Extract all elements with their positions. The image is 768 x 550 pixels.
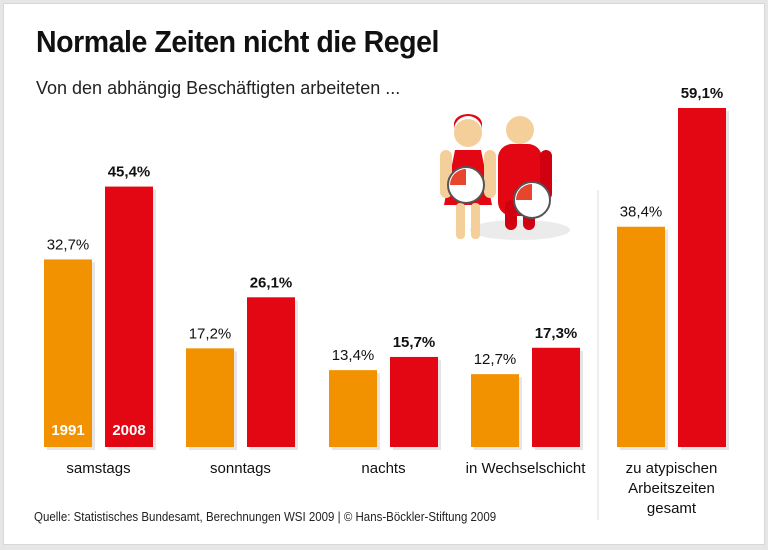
bar-1991	[617, 226, 665, 447]
data-label: 26,1%	[250, 274, 293, 291]
bar-2008	[105, 186, 153, 448]
data-label: 13,4%	[332, 347, 375, 364]
data-label: 32,7%	[47, 236, 90, 253]
bar-2008	[247, 297, 295, 447]
bar-1991	[186, 348, 234, 447]
legend-label-2008: 2008	[112, 422, 145, 439]
category-label: Arbeitszeiten	[628, 480, 715, 497]
data-label: 15,7%	[393, 334, 436, 351]
category-label: sonntags	[210, 460, 271, 477]
bar-2008	[532, 347, 580, 447]
category-label: zu atypischen	[626, 460, 718, 477]
bar-2008	[678, 108, 726, 447]
chart-subtitle: Von den abhängig Beschäftigten arbeitete…	[36, 78, 401, 98]
bar-2008	[390, 356, 438, 447]
category-label: nachts	[361, 460, 405, 477]
bar-1991	[471, 374, 519, 447]
data-label: 12,7%	[474, 351, 517, 368]
data-label: 45,4%	[108, 164, 151, 181]
bar-1991	[329, 370, 377, 447]
category-label: gesamt	[647, 500, 697, 517]
illustration-figures-clocks	[440, 114, 570, 240]
chart-title: Normale Zeiten nicht die Regel	[36, 24, 440, 59]
bar-1991	[44, 259, 92, 447]
category-label: in Wechselschicht	[466, 460, 587, 477]
legend-label-1991: 1991	[51, 422, 84, 439]
data-label: 38,4%	[620, 204, 663, 221]
data-label: 59,1%	[681, 85, 724, 102]
source-note: Quelle: Statistisches Bundesamt, Berechn…	[34, 510, 497, 524]
category-label: samstags	[66, 460, 130, 477]
data-label: 17,2%	[189, 325, 232, 342]
data-label: 17,3%	[535, 325, 578, 342]
